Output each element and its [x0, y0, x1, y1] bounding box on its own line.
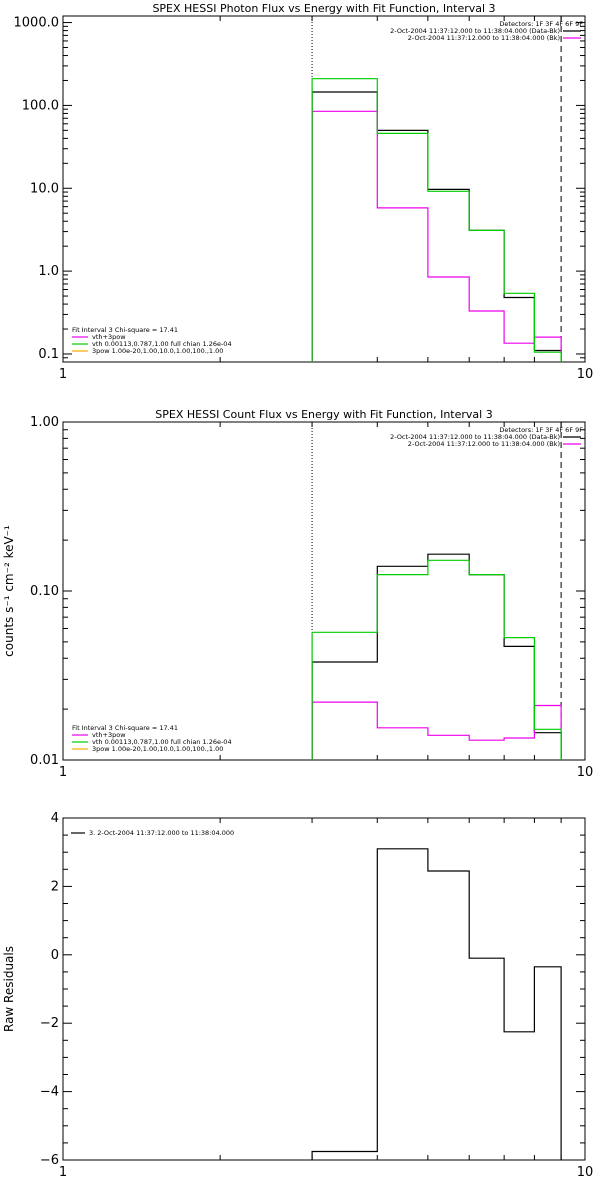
- chart-panel-3: Raw Residuals 1 10 −6 −4 −2 0 2 4 3. 2-Oct-2004 1…: [2, 811, 593, 1180]
- series-line-magenta: [311, 701, 562, 760]
- plot-frame: [62, 421, 586, 761]
- y-tick-label: 2: [51, 879, 59, 894]
- x-tick-label: 1: [59, 1165, 67, 1180]
- legend-entry: 2-Oct-2004 11:37:12.000 to 11:38:04.000 …: [390, 27, 560, 35]
- y-tick-label: 0.01: [30, 753, 59, 768]
- legend-fit-header: Fit Interval 3 Chi-square = 17.41: [72, 724, 178, 732]
- plot-frame: [62, 817, 586, 1161]
- legend-detectors: Detectors: 1F 3F 4F 6F 9F: [499, 426, 583, 434]
- y-tick-label: −4: [40, 1085, 59, 1100]
- series-line-green: [311, 559, 562, 760]
- series-black: [311, 848, 562, 1160]
- legend-entry: vth+3pow: [92, 333, 126, 341]
- chart-panel-1: SPEX HESSI Photon Flux vs Energy with Fi…: [14, 2, 594, 382]
- legend-residuals: 3. 2-Oct-2004 11:37:12.000 to 11:38:04.0…: [71, 829, 234, 837]
- y-tick-label: 0.10: [30, 584, 59, 599]
- y-tick-label: 1.0: [38, 264, 59, 279]
- series-line-green: [311, 78, 562, 362]
- y-tick-label: 100.0: [22, 98, 59, 113]
- y-tick-label: 1000.0: [14, 16, 60, 31]
- chart-title: SPEX HESSI Photon Flux vs Energy with Fi…: [152, 2, 495, 15]
- y-tick-label: 0.1: [38, 347, 59, 362]
- legend-entry: 3pow 1.00e-20,1.00,10.0,1.00,100.,1.00: [92, 745, 223, 753]
- series-line-black: [311, 91, 562, 362]
- chart-panel-2: SPEX HESSI Count Flux vs Energy with Fit…: [2, 408, 593, 780]
- series-black: [311, 553, 562, 760]
- series-green: [311, 559, 562, 760]
- y-tick-label: 10.0: [30, 181, 59, 196]
- x-tick-label: 10: [577, 367, 594, 382]
- series-black: [311, 91, 562, 362]
- legend-entry: 3pow 1.00e-20,1.00,10.0,1.00,100.,1.00: [92, 347, 223, 355]
- chart-title: SPEX HESSI Count Flux vs Energy with Fit…: [155, 408, 492, 421]
- legend-fit: Fit Interval 3 Chi-square = 17.41vth+3po…: [72, 724, 232, 753]
- y-axis-label: Raw Residuals: [2, 946, 16, 1032]
- legend-fit: Fit Interval 3 Chi-square = 17.41vth+3po…: [72, 326, 232, 355]
- legend-entry: 2-Oct-2004 11:37:12.000 to 11:38:04.000 …: [408, 34, 560, 42]
- y-tick-label: 0: [51, 948, 59, 963]
- x-tick-label: 10: [577, 1165, 594, 1180]
- plot-frame: [62, 15, 586, 363]
- legend-top-right: Detectors: 1F 3F 4F 6F 9F2-Oct-2004 11:3…: [390, 20, 583, 42]
- y-tick-label: 4: [51, 811, 59, 826]
- y-tick-label: −6: [40, 1153, 59, 1168]
- legend-entry: vth 0.00113,0.787,1.00 full chian 1.26e-…: [92, 340, 232, 348]
- x-tick-label: 1: [59, 765, 67, 780]
- series-green: [311, 78, 562, 362]
- legend-fit-header: Fit Interval 3 Chi-square = 17.41: [72, 326, 178, 334]
- legend-top-right: Detectors: 1F 3F 4F 6F 9F2-Oct-2004 11:3…: [390, 426, 583, 448]
- x-tick-label: 10: [577, 765, 594, 780]
- legend-entry: 2-Oct-2004 11:37:12.000 to 11:38:04.000 …: [408, 440, 560, 448]
- y-axis-label: counts s⁻¹ cm⁻² keV⁻¹: [2, 525, 16, 657]
- y-tick-label: −2: [40, 1016, 59, 1031]
- y-tick-label: 1.00: [30, 415, 59, 430]
- legend-detectors: Detectors: 1F 3F 4F 6F 9F: [499, 20, 583, 28]
- series-line-black: [311, 553, 562, 760]
- series-magenta: [311, 701, 562, 760]
- legend-entry: vth+3pow: [92, 731, 126, 739]
- legend-entry: 3. 2-Oct-2004 11:37:12.000 to 11:38:04.0…: [89, 829, 234, 837]
- legend-entry: 2-Oct-2004 11:37:12.000 to 11:38:04.000 …: [390, 433, 560, 441]
- legend-entry: vth 0.00113,0.787,1.00 full chian 1.26e-…: [92, 738, 232, 746]
- x-tick-label: 1: [59, 367, 67, 382]
- series-line-black: [311, 848, 562, 1160]
- series-line-magenta: [311, 110, 562, 362]
- series-magenta: [311, 110, 562, 362]
